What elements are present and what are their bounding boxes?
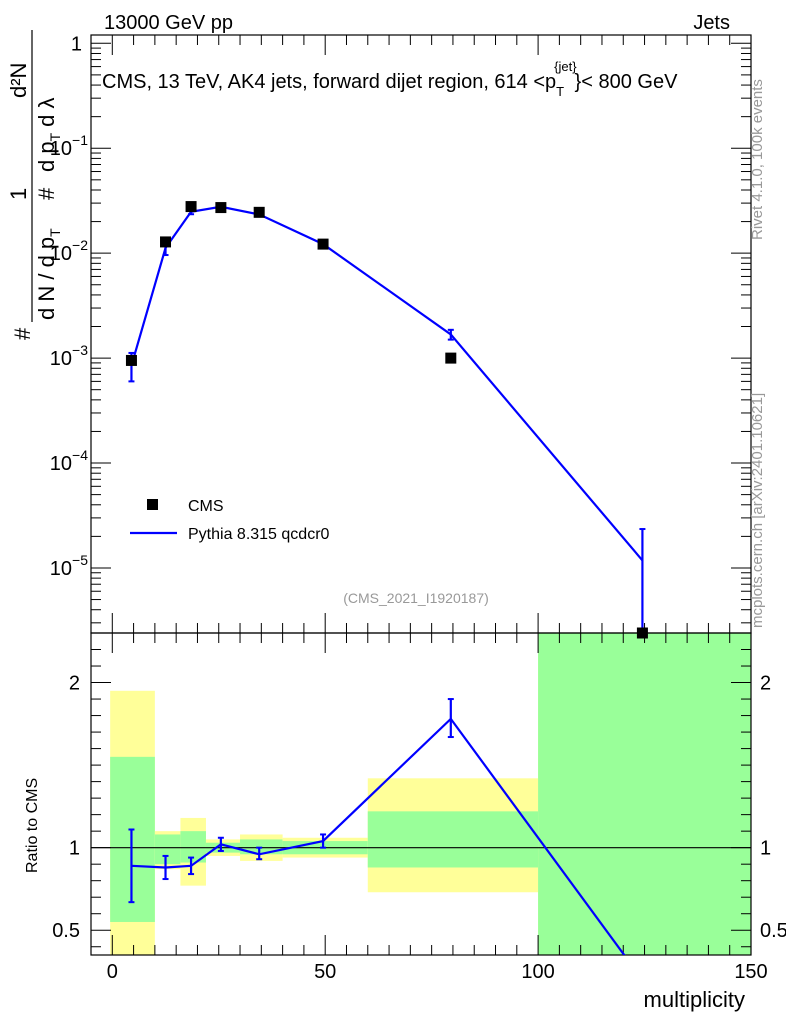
ratio-y-tick-label-left: 2 — [69, 673, 80, 695]
ratio-bands — [110, 633, 751, 955]
band-green-6 — [367, 811, 539, 868]
pythia-ratio-line — [131, 717, 626, 955]
svg-text:d²N: d²N — [6, 63, 31, 98]
main-frame — [90, 34, 752, 634]
main-y-tick-label: 1 — [71, 33, 82, 55]
ratio-series — [128, 698, 626, 955]
ratio-y-tick-label-left: 1 — [69, 838, 80, 860]
main-y-tick-label: 10−1 — [50, 132, 88, 160]
mcplots-label: mcplots.cern.ch [arXiv:2401.10621] — [749, 393, 766, 628]
cms-point — [160, 236, 172, 248]
svg-text:#: # — [34, 187, 59, 200]
title-sub-T: T — [556, 84, 564, 99]
ratio-y-tick-label-left: 0.5 — [52, 920, 80, 942]
legend-cms-label: CMS — [188, 498, 224, 515]
legend-pythia-label: Pythia 8.315 qcdcr0 — [188, 526, 330, 543]
x-tick-label: 150 — [734, 961, 767, 983]
header-left: 13000 GeV pp — [104, 12, 233, 34]
main-y-tick-label: 10−4 — [50, 447, 88, 475]
svg-text:#: # — [10, 327, 35, 340]
band-green-1 — [154, 834, 181, 865]
header-right: Jets — [693, 12, 730, 34]
cms-point — [125, 354, 137, 366]
ratio-y-label: Ratio to CMS — [24, 778, 41, 873]
band-green-7 — [538, 633, 751, 955]
main-y-tick-label: 10−2 — [50, 237, 88, 265]
svg-text:1: 1 — [6, 188, 31, 200]
legend-cms-marker — [147, 499, 158, 510]
main-y-tick-label: 10−5 — [50, 552, 88, 580]
rivet-label: Rivet 4.1.0, 100k events — [749, 79, 766, 240]
cms-point — [445, 352, 457, 364]
x-tick-label: 100 — [521, 961, 554, 983]
plot-title: CMS, 13 TeV, AK4 jets, forward dijet reg… — [102, 59, 678, 99]
main-series — [125, 201, 648, 639]
main-y-tick-label: 10−3 — [50, 342, 88, 370]
analysis-tag: (CMS_2021_I1920187) — [343, 590, 489, 606]
ratio-frame — [90, 632, 752, 956]
cms-point — [215, 202, 227, 214]
ratio-y-ticks: 0.5 0.5 1 1 2 2 — [52, 632, 786, 948]
x-tick-label: 0 — [107, 961, 118, 983]
main-y-ticks: 1 10−1 10−2 10−3 10−4 10−5 — [50, 33, 751, 624]
x-tick-label: 50 — [314, 961, 336, 983]
ratio-y-tick-label-right: 1 — [760, 838, 771, 860]
cms-point — [317, 238, 329, 250]
legend: CMS Pythia 8.315 qcdcr0 — [130, 498, 330, 543]
title-sup-jet: {jet} — [554, 59, 577, 74]
x-axis-label: multiplicity — [644, 987, 745, 1012]
ratio-y-tick-label-right: 2 — [760, 673, 771, 695]
ratio-y-tick-label-right: 0.5 — [760, 920, 786, 942]
cms-point — [636, 627, 648, 639]
cms-point — [253, 206, 265, 218]
cms-point — [185, 201, 197, 213]
svg-text:d N / d pT: d N / d pT — [34, 228, 63, 320]
svg-text:d pTd λ: d pTd λ — [34, 97, 63, 172]
main-y-label: # 1 d N / d pT # d²N d pTd λ — [6, 30, 63, 340]
x-ticks: 0 50 100 150 — [107, 35, 768, 983]
